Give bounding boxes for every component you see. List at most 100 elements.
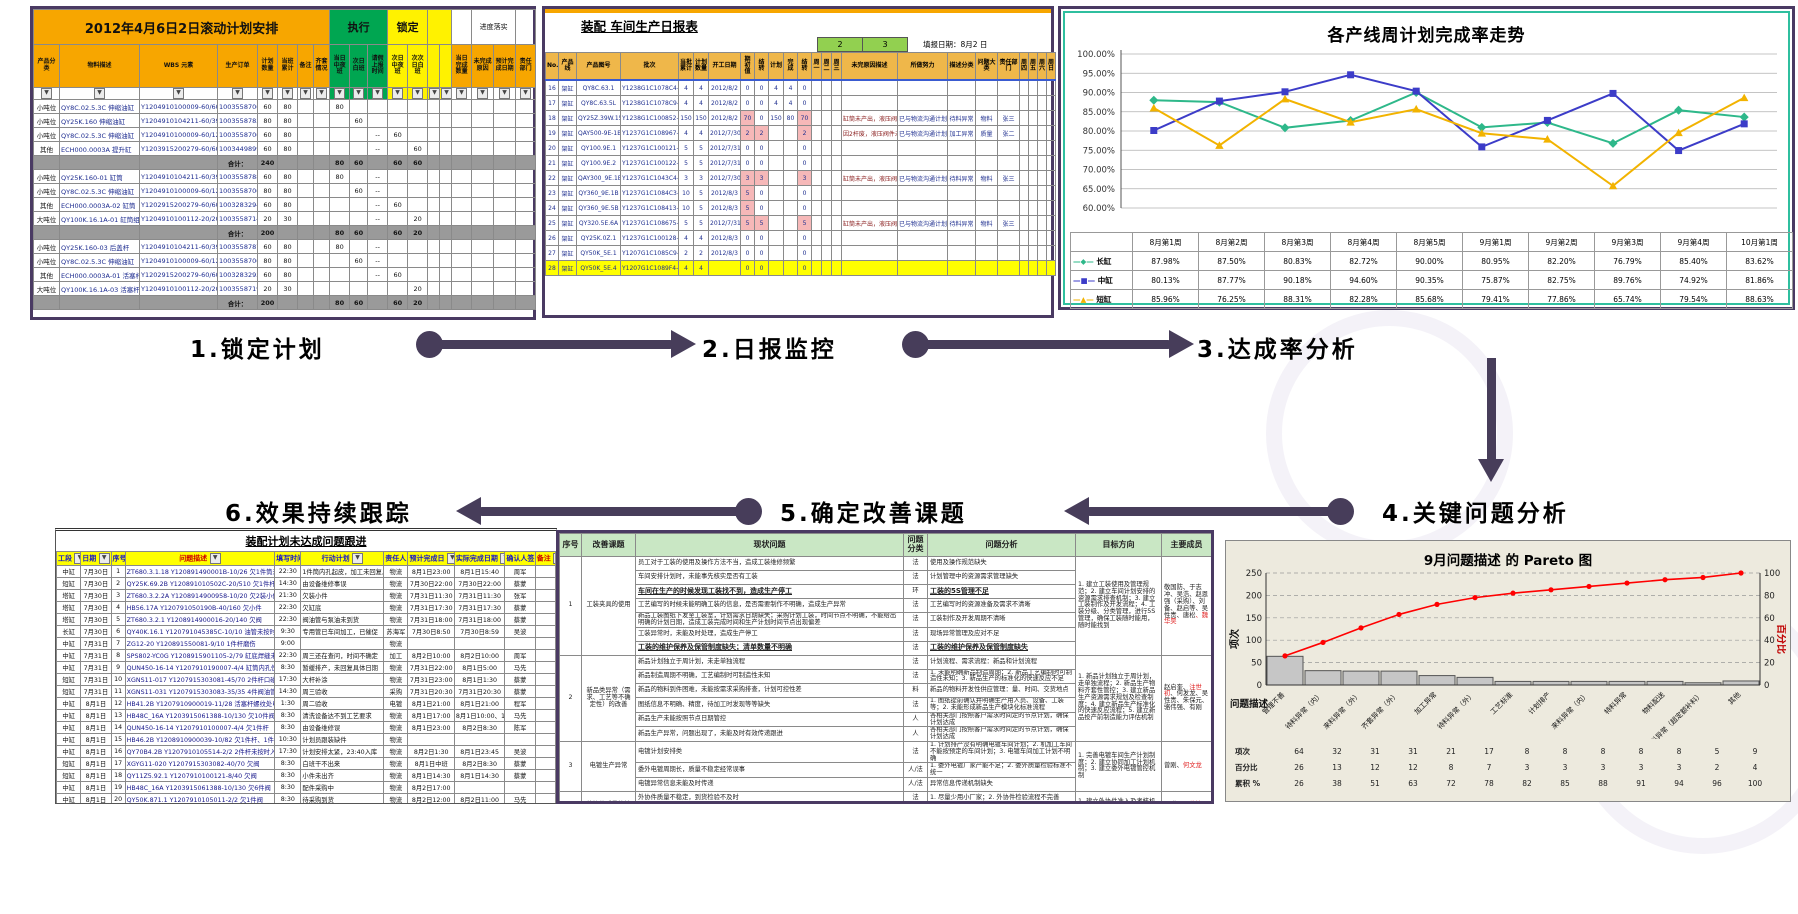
cell: 张三 <box>997 215 1020 231</box>
cell <box>504 733 536 746</box>
cell: 60 <box>407 141 429 156</box>
filter-dropdown-icon[interactable]: ▼ <box>300 88 311 99</box>
cell: 80 <box>277 127 298 142</box>
cell <box>297 267 314 282</box>
cell: 8月2日8:30 <box>453 721 506 734</box>
cell <box>1019 185 1029 201</box>
cell: 7月31日18:00 <box>407 613 455 626</box>
filter-dropdown-icon[interactable]: ▼ <box>520 88 532 99</box>
cell <box>821 230 832 246</box>
cell <box>831 95 842 111</box>
filter-dropdown-icon[interactable]: ▼ <box>98 553 110 564</box>
cell <box>1028 170 1038 186</box>
value-cell: 79.41% <box>1462 289 1529 309</box>
cell: 1:30 <box>274 697 302 710</box>
cell <box>297 239 314 254</box>
table-row: 新品生产未能按照节点日期管控人各相关部门按照客户需求时间定的节点计划，确保计划达… <box>560 711 1212 728</box>
filter-dropdown-icon[interactable]: ▼ <box>500 553 504 564</box>
problem-cell: 员工对于工装的使用及操作方法不当，造成工装维修频繁 <box>635 556 904 571</box>
cell <box>451 127 473 142</box>
cell: 配件采购中 <box>300 781 385 794</box>
filter-dropdown-icon[interactable]: ▼ <box>441 88 451 99</box>
cell: 7月31日17:30 <box>407 601 455 614</box>
category-cell: 法 <box>903 790 928 801</box>
filter-dropdown-icon[interactable]: ▼ <box>352 553 364 564</box>
cell: ECH000.0003A-01 活塞杆 <box>59 267 140 282</box>
cell: 8:30 <box>274 721 302 734</box>
cell: 周三验收 <box>300 685 385 698</box>
filter-dropdown-icon[interactable]: ▼ <box>173 88 184 99</box>
analysis-cell: 现场异常管理及应对不足 <box>927 626 1076 642</box>
cell: 张三 <box>997 110 1020 126</box>
svg-text:20: 20 <box>1764 659 1775 669</box>
filter-cell: ▼ <box>33 87 60 100</box>
cell: Y1207G1C1085C9-2/5 <box>620 245 679 261</box>
cell: 8月2日1:30 <box>407 745 455 758</box>
table-row: 中缸 8月1日 12 HB41.2B Y1207910900019-11/28 活塞杆… <box>56 697 556 710</box>
filter-dropdown-icon[interactable]: ▼ <box>94 88 105 99</box>
filter-dropdown-icon[interactable]: ▼ <box>392 88 404 99</box>
value-cell: 17 <box>1484 746 1494 756</box>
filter-dropdown-icon[interactable]: ▼ <box>262 88 273 99</box>
cell: 物流 <box>383 781 409 794</box>
cell: 20 <box>257 281 278 296</box>
filter-cell: ▼ <box>387 87 409 100</box>
filter-dropdown-icon[interactable]: ▼ <box>334 88 346 99</box>
filter-dropdown-icon[interactable]: ▼ <box>41 88 52 99</box>
filter-dropdown-icon[interactable]: ▼ <box>353 88 365 99</box>
filter-dropdown-icon[interactable]: ▼ <box>209 553 221 564</box>
problem-cell: 车间在生产的时候发现工装找不到，造成生产停工 <box>635 584 904 599</box>
header-cell <box>515 9 537 45</box>
cell <box>897 185 948 201</box>
svg-text:75.00%: 75.00% <box>1083 146 1115 156</box>
filter-dropdown-icon[interactable]: ▼ <box>372 88 384 99</box>
cell <box>329 267 351 282</box>
value-cell: 88.63% <box>1726 289 1793 309</box>
cell <box>471 239 495 254</box>
filter-dropdown-icon[interactable]: ▼ <box>232 88 243 99</box>
cell <box>329 113 351 128</box>
cell: 60 <box>257 197 278 212</box>
value-cell: 96 <box>1712 778 1722 788</box>
filter-dropdown-icon[interactable]: ▼ <box>553 553 555 564</box>
cell <box>439 113 453 128</box>
cell: 物流 <box>383 661 409 674</box>
cell: 7月31日11:30 <box>453 589 506 602</box>
filter-dropdown-icon[interactable]: ▼ <box>429 88 439 99</box>
cell: 8:30 <box>274 709 302 722</box>
column-header: 结转 <box>797 52 812 81</box>
table-row: 累积 % 26 38 51 63 72 78 82 85 88 91 94 96 100 <box>1234 775 1774 791</box>
cell <box>811 185 822 201</box>
cell: 2 <box>740 125 755 141</box>
cell <box>975 79 998 96</box>
filter-dropdown-icon[interactable]: ▼ <box>446 553 454 564</box>
arrow-step3-to-step4-icon <box>1478 358 1504 482</box>
table-row: 27架缸QY50K_5E.1Y1207G1C1085C9-2/5222012/8… <box>545 245 1056 261</box>
filter-dropdown-icon[interactable]: ▼ <box>477 88 489 99</box>
filter-dropdown-icon[interactable]: ▼ <box>282 88 293 99</box>
problem-cell: 委外电镀周期长，质量不稳定经常误事 <box>635 762 904 778</box>
cell <box>515 281 537 296</box>
cell <box>831 155 842 171</box>
svg-text:70.00%: 70.00% <box>1083 166 1115 176</box>
cell <box>471 155 495 170</box>
cell <box>831 200 842 216</box>
cell <box>312 141 331 156</box>
value-cell: 8 <box>1676 746 1682 756</box>
filter-dropdown-icon[interactable]: ▼ <box>499 88 511 99</box>
analysis-cell: 新品的物料开发性供应管理：量、时间、交货地点 <box>927 683 1076 699</box>
column-header: 次日中夜班 <box>387 44 409 88</box>
cell <box>407 197 429 212</box>
filter-dropdown-icon[interactable]: ▼ <box>412 88 424 99</box>
cell <box>897 79 948 96</box>
cell: 2 <box>110 577 126 590</box>
cell: Y1203915200279-60/60 <box>139 141 218 156</box>
orange-topbar <box>545 9 1051 13</box>
filter-dropdown-icon[interactable]: ▼ <box>74 553 80 564</box>
cell <box>312 211 331 226</box>
filter-dropdown-icon[interactable]: ▼ <box>316 88 328 99</box>
table-row: 短缸 8月1日 18 QY11Z5.92.1 Y1207910100121-8/40 … <box>56 769 556 782</box>
filter-dropdown-icon[interactable]: ▼ <box>456 88 468 99</box>
table-row: 工装的维护保养及保管制度缺失；清单数量不明确法工装的维护保养及保管制度缺失 <box>560 640 1212 656</box>
table-row: 26架缸QY25K.0Z.1Y1237G1C100128-4/8442012/8… <box>545 230 1056 246</box>
